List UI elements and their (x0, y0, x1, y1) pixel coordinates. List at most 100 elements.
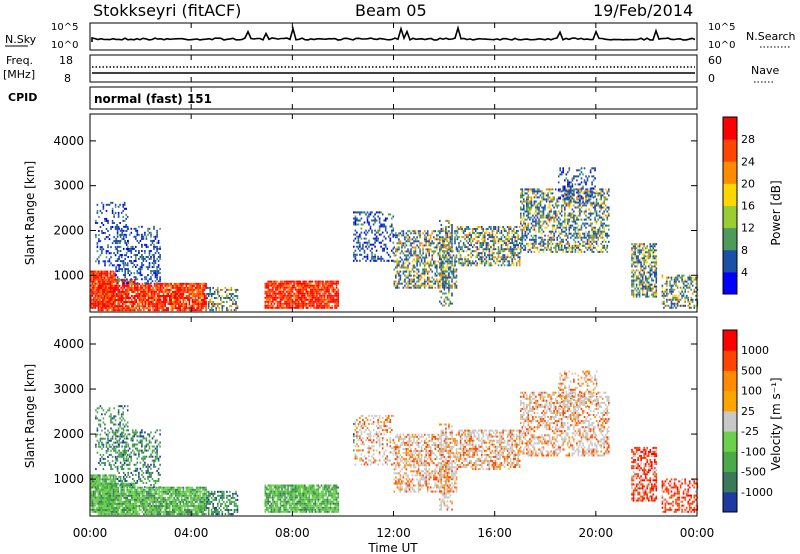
range-cell (275, 280, 277, 283)
range-cell (130, 250, 133, 252)
range-cell (579, 191, 581, 194)
range-cell (322, 306, 324, 309)
range-cell (91, 290, 94, 293)
range-cell (135, 278, 137, 281)
range-cell (112, 274, 115, 277)
range-cell (576, 201, 578, 204)
range-cell (305, 298, 308, 301)
range-cell (337, 302, 339, 305)
range-cell (428, 286, 430, 289)
range-cell (173, 305, 176, 308)
range-cell (171, 301, 174, 303)
range-cell (131, 295, 133, 297)
range-cell (408, 270, 411, 273)
range-cell (115, 282, 118, 285)
range-cell (512, 264, 515, 267)
range-cell (193, 299, 195, 301)
range-cell (395, 250, 397, 253)
range-cell (118, 284, 121, 287)
range-cell (276, 280, 279, 283)
range-cell (604, 234, 607, 237)
range-cell (448, 266, 450, 269)
range-cell (276, 296, 279, 299)
range-cell (591, 167, 593, 170)
range-cell (129, 309, 132, 312)
range-cell (310, 280, 312, 283)
range-cell (524, 248, 527, 251)
range-cell (121, 309, 124, 312)
range-cell (132, 297, 135, 299)
range-cell (512, 254, 515, 257)
range-cell (564, 179, 566, 182)
range-cell (331, 280, 333, 283)
range-cell (118, 305, 121, 308)
range-cell (108, 264, 111, 267)
range-cell (536, 246, 539, 249)
range-cell (103, 280, 106, 283)
range-cell (329, 306, 332, 309)
range-cell (433, 250, 435, 253)
range-cell (124, 264, 126, 267)
range-cell (279, 280, 282, 283)
range-cell (112, 295, 115, 297)
range-cell (512, 228, 515, 230)
range-cell (408, 244, 411, 247)
range-cell (106, 295, 109, 297)
range-cell (592, 206, 595, 209)
range-cell (509, 242, 512, 245)
range-cell (314, 294, 317, 297)
range-cell (111, 211, 114, 214)
range-cell (631, 269, 633, 272)
range-cell (153, 282, 156, 285)
range-cell (117, 205, 120, 208)
range-cell (594, 169, 596, 172)
range-cell (119, 250, 122, 252)
range-cell (111, 309, 113, 312)
range-cell (113, 222, 115, 224)
range-cell (458, 258, 460, 261)
range-cell (468, 260, 471, 263)
range-cell (565, 177, 568, 180)
range-cell (634, 271, 636, 274)
range-cell (603, 244, 605, 247)
range-cell (500, 230, 503, 232)
range-cell (574, 206, 577, 209)
range-cell (102, 232, 105, 234)
range-cell (118, 295, 121, 297)
range-cell (526, 236, 528, 239)
range-cell (109, 302, 112, 305)
range-cell (539, 226, 542, 229)
range-cell (417, 234, 420, 237)
range-cell (589, 190, 592, 193)
range-cell (465, 250, 468, 253)
range-cell (437, 272, 440, 275)
range-cell (526, 218, 528, 221)
range-cell (167, 284, 169, 287)
range-cell (416, 244, 418, 247)
range-cell (551, 214, 554, 217)
range-cell (270, 282, 273, 285)
range-cell (310, 292, 312, 295)
range-cell (583, 181, 586, 184)
range-cell (288, 280, 291, 283)
range-cell (322, 284, 324, 287)
range-cell (541, 240, 543, 243)
range-cell (597, 218, 599, 221)
range-cell (156, 231, 158, 234)
range-cell (410, 278, 412, 281)
range-cell (112, 307, 115, 310)
range-cell (266, 284, 268, 287)
range-cell (150, 305, 153, 308)
range-cell (100, 309, 103, 312)
range-cell (115, 284, 118, 287)
range-cell (594, 167, 596, 170)
range-cell (269, 280, 271, 283)
range-cell (521, 246, 524, 249)
range-cell (564, 210, 566, 213)
range-cell (124, 288, 127, 291)
range-cell (539, 204, 542, 207)
range-cell (378, 241, 381, 244)
range-cell (506, 260, 509, 263)
range-cell (335, 280, 338, 283)
range-cell (173, 282, 176, 285)
